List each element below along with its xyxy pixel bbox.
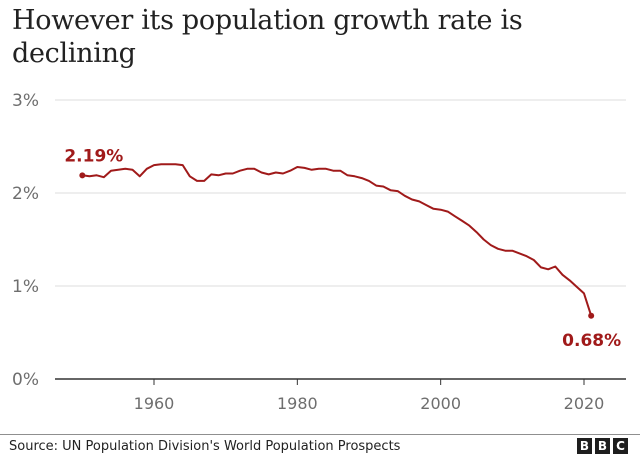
series-line xyxy=(82,163,593,317)
y-tick-label: 2% xyxy=(12,184,39,204)
bbc-logo-letter: B xyxy=(577,438,592,454)
annotations: 2.19% 0.68% xyxy=(64,146,621,350)
end-value-label: 0.68% xyxy=(562,331,621,351)
bbc-logo-letter: C xyxy=(613,438,628,454)
footer-divider xyxy=(0,434,640,435)
x-tick-label: 1980 xyxy=(277,394,318,413)
chart-title: However its population growth rate is de… xyxy=(12,5,523,69)
y-tick-label: 0% xyxy=(12,370,39,390)
start-value-label: 2.19% xyxy=(64,146,123,166)
x-tick-label: 2000 xyxy=(420,394,461,413)
source-note: Source: UN Population Division's World P… xyxy=(9,439,401,454)
start-point-marker xyxy=(79,172,86,179)
bbc-logo: B B C xyxy=(577,438,628,454)
x-tick-label: 1960 xyxy=(134,394,175,413)
x-axis: 1960 1980 2000 2020 xyxy=(134,379,605,413)
series-lines xyxy=(79,163,595,319)
x-tick-label: 2020 xyxy=(564,394,605,413)
gridlines xyxy=(55,99,626,380)
bbc-logo-letter: B xyxy=(595,438,610,454)
y-axis-labels: 0% 1% 2% 3% xyxy=(12,91,39,390)
y-tick-label: 1% xyxy=(12,277,39,297)
y-tick-label: 3% xyxy=(12,91,39,111)
line-chart: 0% 1% 2% 3% 1960 1980 2000 2020 2.19% 0.68% xyxy=(12,91,626,413)
end-point-marker xyxy=(588,312,595,319)
